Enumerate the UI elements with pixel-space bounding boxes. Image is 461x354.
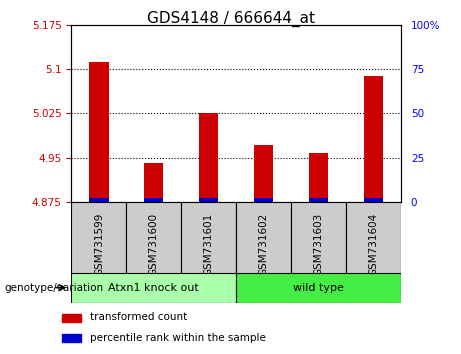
Bar: [364, 76, 383, 202]
Bar: [291, 202, 346, 273]
Bar: [89, 198, 108, 202]
Bar: [346, 202, 401, 273]
Bar: [62, 314, 81, 322]
Bar: [144, 164, 164, 202]
Bar: [199, 113, 219, 202]
Text: GSM731602: GSM731602: [259, 212, 269, 276]
Text: percentile rank within the sample: percentile rank within the sample: [89, 332, 266, 343]
Text: wild type: wild type: [293, 282, 344, 293]
Bar: [126, 202, 181, 273]
Bar: [71, 273, 236, 303]
Bar: [89, 62, 108, 202]
Text: Atxn1 knock out: Atxn1 knock out: [108, 282, 199, 293]
Bar: [364, 198, 383, 202]
Text: GSM731603: GSM731603: [313, 212, 324, 276]
Bar: [236, 273, 401, 303]
Bar: [181, 202, 236, 273]
Text: genotype/variation: genotype/variation: [5, 282, 104, 293]
Text: GSM731599: GSM731599: [94, 212, 104, 276]
Text: GSM731601: GSM731601: [204, 212, 214, 276]
Bar: [309, 153, 328, 202]
Text: GSM731600: GSM731600: [149, 212, 159, 275]
Bar: [236, 202, 291, 273]
Bar: [309, 198, 328, 202]
Bar: [254, 198, 273, 202]
Text: transformed count: transformed count: [89, 312, 187, 322]
Text: GSM731604: GSM731604: [369, 212, 378, 276]
Bar: [199, 198, 219, 202]
Bar: [144, 198, 164, 202]
Text: GDS4148 / 666644_at: GDS4148 / 666644_at: [147, 11, 314, 27]
Bar: [62, 334, 81, 342]
Bar: [71, 202, 126, 273]
Bar: [254, 144, 273, 202]
